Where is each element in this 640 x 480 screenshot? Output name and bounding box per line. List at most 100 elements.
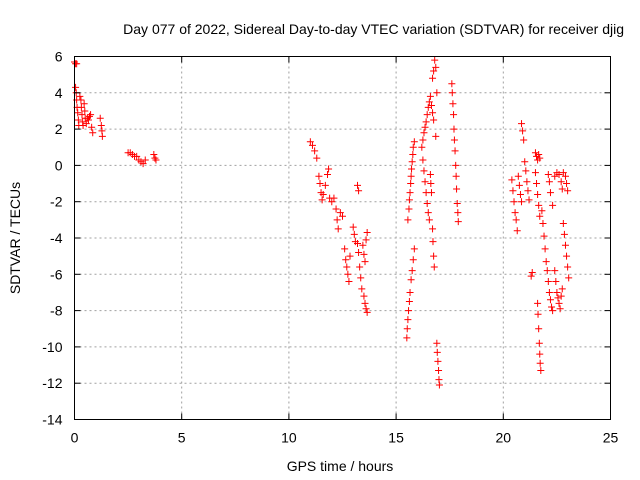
data-point-plus	[453, 185, 461, 193]
data-point-plus	[84, 116, 92, 124]
data-point-plus	[539, 219, 547, 227]
data-point-plus	[525, 196, 533, 204]
data-point-plus	[563, 180, 571, 188]
data-point-plus	[404, 316, 412, 324]
y-tick-label: -12	[42, 375, 62, 391]
x-tick-label: 15	[388, 430, 404, 446]
data-point-plus	[97, 121, 105, 129]
data-point-plus	[450, 111, 458, 119]
data-point-plus	[425, 216, 433, 224]
data-point-plus	[549, 307, 557, 315]
data-point-plus	[450, 136, 458, 144]
y-tick-label: 2	[55, 121, 63, 137]
data-point-plus	[535, 151, 543, 159]
x-tick-label: 20	[496, 430, 512, 446]
data-point-plus	[512, 216, 520, 224]
data-point-plus	[553, 288, 561, 296]
data-point-plus	[433, 348, 441, 356]
data-point-plus	[536, 359, 544, 367]
data-point-plus	[559, 169, 567, 177]
data-point-plus	[546, 296, 554, 304]
data-points	[71, 56, 573, 389]
data-point-plus	[336, 209, 344, 217]
data-point-plus	[450, 125, 458, 133]
data-point-plus	[454, 209, 462, 217]
data-point-plus	[343, 263, 351, 271]
data-point-plus	[363, 229, 371, 237]
data-point-plus	[552, 278, 560, 286]
data-point-plus	[78, 111, 86, 119]
data-point-plus	[354, 239, 362, 247]
y-tick-label: 6	[55, 49, 63, 65]
data-point-plus	[558, 285, 566, 293]
data-point-plus	[426, 92, 434, 100]
data-point-plus	[564, 187, 572, 195]
data-point-plus	[405, 298, 413, 306]
data-point-plus	[453, 200, 461, 208]
data-point-plus	[433, 339, 441, 347]
data-point-plus	[406, 288, 414, 296]
data-point-plus	[542, 258, 550, 266]
y-tick-labels: -14 -12 -10 -8 -6 -4 -2 0 2 4 6	[42, 49, 62, 428]
data-point-plus	[534, 310, 542, 318]
data-point-plus	[449, 100, 457, 108]
data-point-plus	[408, 158, 416, 166]
data-point-plus	[79, 121, 87, 129]
data-point-plus	[537, 366, 545, 374]
data-point-plus	[561, 241, 569, 249]
data-point-plus	[520, 136, 528, 144]
chart-title: Day 077 of 2022, Sidereal Day-to-day VTE…	[123, 21, 624, 37]
y-tick-label: -8	[50, 303, 63, 319]
data-point-plus	[559, 219, 567, 227]
data-point-plus	[544, 170, 552, 178]
data-point-plus	[76, 92, 84, 100]
data-point-plus	[528, 268, 536, 276]
data-point-plus	[448, 80, 456, 88]
data-point-plus	[341, 245, 349, 253]
y-tick-label: -2	[50, 194, 63, 210]
data-point-plus	[72, 83, 80, 91]
data-point-plus	[540, 232, 548, 240]
data-point-plus	[535, 201, 543, 209]
data-point-plus	[360, 250, 368, 258]
data-point-plus	[74, 109, 82, 117]
data-point-plus	[548, 303, 556, 311]
x-tick-label: 5	[178, 430, 186, 446]
data-point-plus	[518, 198, 526, 206]
x-tick-labels: 0 5 10 15 20 25	[71, 430, 619, 446]
data-point-plus	[430, 67, 438, 75]
data-point-plus	[150, 151, 158, 159]
data-point-plus	[308, 141, 316, 149]
data-point-plus	[409, 256, 417, 264]
data-point-plus	[419, 136, 427, 144]
data-point-plus	[452, 161, 460, 169]
data-point-plus	[319, 190, 327, 198]
data-point-plus	[561, 172, 569, 180]
data-point-plus	[558, 185, 566, 193]
y-tick-label: 4	[55, 85, 63, 101]
data-point-plus	[536, 212, 544, 220]
data-point-plus	[545, 288, 553, 296]
data-point-plus	[545, 178, 553, 186]
data-point-plus	[423, 200, 431, 208]
data-point-plus	[429, 109, 437, 117]
data-point-plus	[430, 116, 438, 124]
data-point-plus	[139, 160, 147, 168]
data-point-plus	[361, 299, 369, 307]
data-point-plus	[361, 258, 369, 266]
data-point-plus	[77, 103, 85, 111]
data-point-plus	[87, 111, 95, 119]
data-point-plus	[427, 102, 435, 110]
data-point-plus	[522, 167, 530, 175]
data-point-plus	[538, 207, 546, 215]
data-point-plus	[535, 325, 543, 333]
data-point-plus	[315, 172, 323, 180]
data-point-plus	[407, 180, 415, 188]
data-point-plus	[563, 252, 571, 260]
data-point-plus	[358, 285, 366, 293]
data-point-plus	[82, 120, 90, 128]
data-point-plus	[514, 172, 522, 180]
data-point-plus	[424, 103, 432, 111]
